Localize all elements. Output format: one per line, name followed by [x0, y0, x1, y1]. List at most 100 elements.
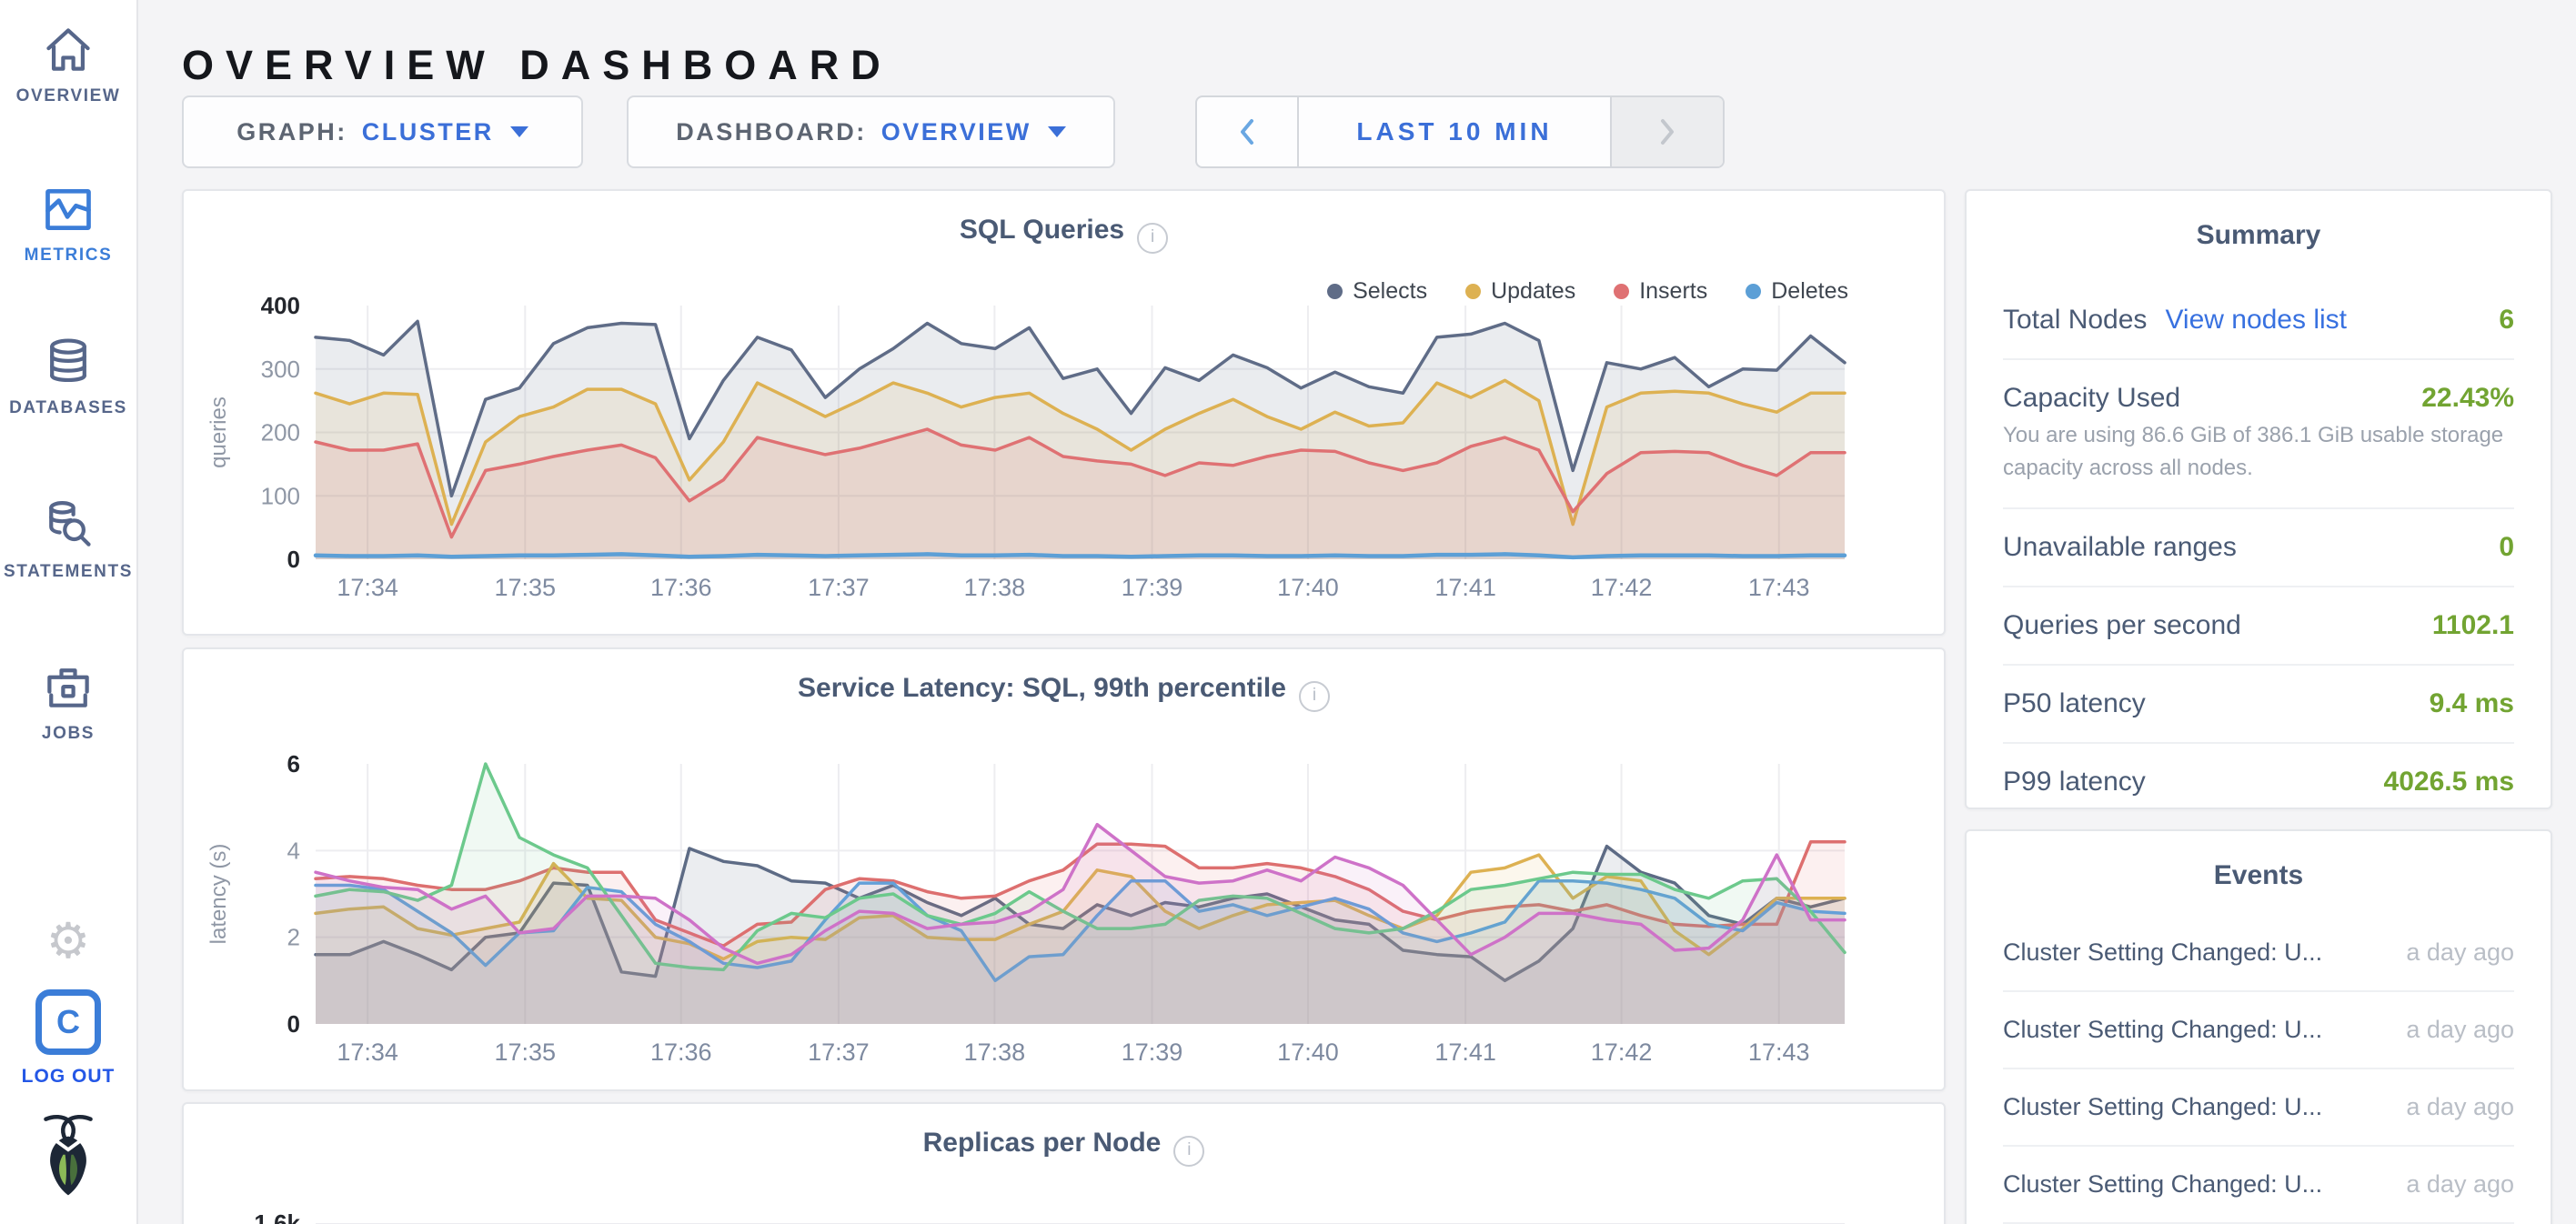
- total-nodes-value: 6: [2499, 305, 2514, 335]
- event-row: Cluster Setting Changed: U... a day ago: [2003, 992, 2514, 1069]
- unavailable-ranges-value: 0: [2499, 532, 2514, 562]
- event-row: Cluster Setting Changed: U... a day ago: [2003, 1069, 2514, 1147]
- replicas-per-node-chart-panel: Replicas per Node i 1.6k: [182, 1102, 1946, 1224]
- info-icon[interactable]: i: [1137, 223, 1169, 254]
- unavailable-ranges-label: Unavailable ranges: [2003, 532, 2237, 562]
- svg-text:17:36: 17:36: [650, 574, 712, 601]
- svg-text:latency (s): latency (s): [206, 844, 231, 945]
- legend-label: Updates: [1491, 278, 1576, 304]
- summary-row-p99: P99 latency 4026.5 ms: [2003, 744, 2514, 820]
- time-range-value[interactable]: LAST 10 MIN: [1356, 117, 1553, 145]
- gear-icon: ⚙: [45, 914, 91, 968]
- controls-bar: GRAPH: CLUSTER DASHBOARD: OVERVIEW LAST …: [182, 95, 1725, 168]
- sidebar-item-databases[interactable]: DATABASES: [0, 335, 136, 418]
- sidebar: OVERVIEW METRICS DATABASES: [0, 0, 138, 1224]
- total-nodes-label: Total Nodes: [2003, 305, 2148, 335]
- events-title: Events: [2213, 860, 2304, 890]
- svg-text:17:38: 17:38: [964, 574, 1026, 601]
- events-panel: Events Cluster Setting Changed: U... a d…: [1965, 829, 2552, 1224]
- sidebar-item-metrics[interactable]: METRICS: [0, 182, 136, 266]
- graph-dropdown[interactable]: GRAPH: CLUSTER: [182, 95, 583, 168]
- event-title: Cluster Setting Changed: U...: [2003, 1016, 2323, 1043]
- svg-text:17:42: 17:42: [1591, 574, 1653, 601]
- capacity-value: 22.43%: [2421, 383, 2514, 413]
- sidebar-label-overview: OVERVIEW: [15, 86, 121, 105]
- sidebar-item-overview[interactable]: OVERVIEW: [0, 23, 136, 106]
- legend-item[interactable]: Deletes: [1746, 278, 1848, 305]
- summary-row-total-nodes: Total Nodes View nodes list 6: [2003, 282, 2514, 360]
- chart-title-text: Service Latency: SQL, 99th percentile: [798, 673, 1286, 703]
- event-time: a day ago: [2406, 938, 2514, 966]
- svg-text:17:43: 17:43: [1748, 574, 1810, 601]
- cockroach-bug-logo: [0, 1113, 136, 1200]
- svg-text:17:39: 17:39: [1122, 574, 1183, 601]
- svg-text:400: 400: [261, 293, 300, 319]
- p50-latency-value: 9.4 ms: [2429, 688, 2514, 718]
- p99-latency-label: P99 latency: [2003, 767, 2146, 797]
- service-latency-plot: 17:34 17:35 17:36 17:37 17:38 17:39 17:40 17:41…: [184, 750, 1940, 1071]
- graph-dropdown-label: GRAPH:: [236, 117, 347, 145]
- sql-queries-plot: 17:34 17:35 17:36 17:37 17:38 17:39 17:40 17:41…: [184, 292, 1940, 607]
- dashboard-dropdown-value: OVERVIEW: [880, 117, 1031, 145]
- svg-text:17:38: 17:38: [964, 1038, 1026, 1066]
- sidebar-label-databases: DATABASES: [9, 398, 127, 417]
- chart-title: SQL Queries i: [184, 215, 1944, 254]
- chevron-down-icon: [1047, 126, 1066, 137]
- info-icon[interactable]: i: [1173, 1136, 1205, 1167]
- legend-item[interactable]: Selects: [1327, 278, 1427, 305]
- event-time: a day ago: [2406, 1093, 2514, 1120]
- sql-queries-chart-panel: SQL Queries i Selects Updates Inserts Delete…: [182, 189, 1946, 636]
- chart-title-text: SQL Queries: [959, 215, 1125, 245]
- chart-title: Replicas per Node i: [184, 1128, 1944, 1167]
- p50-latency-label: P50 latency: [2003, 688, 2146, 718]
- svg-text:300: 300: [261, 356, 300, 383]
- chart-title: Service Latency: SQL, 99th percentile i: [184, 673, 1944, 712]
- svg-text:17:34: 17:34: [337, 1038, 398, 1066]
- legend-dot-icon: [1614, 284, 1630, 299]
- dashboard-dropdown[interactable]: DASHBOARD: OVERVIEW: [627, 95, 1115, 168]
- capacity-label: Capacity Used: [2003, 383, 2181, 413]
- info-icon[interactable]: i: [1298, 681, 1330, 712]
- svg-text:17:34: 17:34: [337, 574, 398, 601]
- replicas-per-node-plot: 1.6k: [184, 1195, 1940, 1224]
- legend-label: Selects: [1353, 278, 1428, 304]
- svg-text:17:41: 17:41: [1434, 574, 1496, 601]
- summary-panel: Summary Total Nodes View nodes list 6 Cap…: [1965, 189, 2552, 809]
- legend-label: Inserts: [1639, 278, 1708, 304]
- svg-text:17:43: 17:43: [1748, 1038, 1810, 1066]
- legend-item[interactable]: Inserts: [1614, 278, 1707, 305]
- svg-text:17:41: 17:41: [1434, 1038, 1496, 1066]
- svg-text:17:35: 17:35: [495, 574, 557, 601]
- summary-row-unavailable-ranges: Unavailable ranges 0: [2003, 509, 2514, 587]
- dashboard-dropdown-label: DASHBOARD:: [676, 117, 867, 145]
- graph-dropdown-value: CLUSTER: [361, 117, 494, 145]
- svg-text:6: 6: [287, 751, 300, 778]
- logout-button[interactable]: C LOG OUT: [0, 989, 136, 1088]
- page-title: OVERVIEW DASHBOARD: [182, 42, 892, 89]
- view-nodes-list-link[interactable]: View nodes list: [2165, 305, 2347, 335]
- chart-title-text: Replicas per Node: [922, 1128, 1162, 1158]
- time-prev-button[interactable]: [1197, 97, 1299, 166]
- chevron-right-icon: [1661, 119, 1674, 145]
- bug-icon: [44, 1114, 93, 1196]
- event-title: Cluster Setting Changed: U...: [2003, 938, 2323, 966]
- legend-dot-icon: [1327, 284, 1343, 299]
- event-row: Cluster Setting Changed: U... a day ago: [2003, 915, 2514, 992]
- service-latency-chart-panel: Service Latency: SQL, 99th percentile i 1…: [182, 647, 1946, 1091]
- qps-value: 1102.1: [2431, 610, 2514, 640]
- summary-body: Total Nodes View nodes list 6 Capacity Us…: [1967, 282, 2551, 820]
- sidebar-item-statements[interactable]: STATEMENTS: [0, 498, 136, 582]
- svg-text:17:36: 17:36: [650, 1038, 712, 1066]
- settings-gear-button[interactable]: ⚙: [0, 917, 136, 966]
- time-next-button[interactable]: [1610, 97, 1723, 166]
- legend-item[interactable]: Updates: [1465, 278, 1575, 305]
- home-icon: [46, 28, 90, 71]
- logout-label: LOG OUT: [21, 1066, 116, 1087]
- chevron-down-icon: [509, 126, 528, 137]
- event-time: a day ago: [2406, 1170, 2514, 1198]
- sidebar-item-jobs[interactable]: JOBS: [0, 660, 136, 744]
- svg-text:4: 4: [287, 837, 300, 864]
- svg-text:17:40: 17:40: [1277, 574, 1339, 601]
- metrics-icon: [45, 188, 91, 230]
